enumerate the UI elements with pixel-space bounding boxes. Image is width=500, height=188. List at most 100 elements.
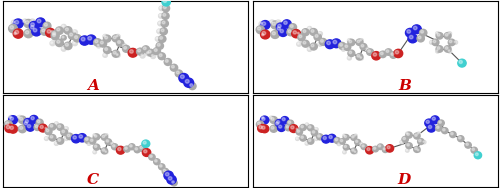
Circle shape [65, 137, 66, 139]
Circle shape [55, 142, 56, 144]
Circle shape [308, 48, 310, 49]
Circle shape [78, 134, 86, 142]
Circle shape [436, 46, 443, 52]
Circle shape [422, 141, 426, 144]
Circle shape [90, 139, 93, 141]
Circle shape [29, 24, 38, 33]
Circle shape [436, 32, 438, 34]
Circle shape [44, 127, 48, 130]
Circle shape [329, 136, 332, 139]
Circle shape [344, 44, 350, 50]
Circle shape [338, 42, 346, 49]
Circle shape [414, 133, 420, 139]
Circle shape [444, 46, 451, 52]
Circle shape [112, 144, 118, 150]
Circle shape [436, 126, 439, 128]
Circle shape [74, 42, 75, 44]
Circle shape [139, 145, 145, 151]
Circle shape [426, 120, 430, 123]
Circle shape [414, 147, 417, 150]
Circle shape [406, 132, 412, 138]
Circle shape [148, 50, 151, 53]
Circle shape [104, 54, 106, 55]
Circle shape [73, 136, 76, 139]
Circle shape [406, 133, 407, 134]
Circle shape [52, 32, 56, 35]
Circle shape [256, 121, 264, 128]
Circle shape [10, 126, 14, 129]
Circle shape [276, 21, 278, 23]
Circle shape [432, 39, 439, 46]
Circle shape [22, 19, 28, 25]
Circle shape [180, 75, 184, 79]
Circle shape [66, 43, 68, 46]
Circle shape [312, 130, 318, 136]
Circle shape [271, 21, 279, 29]
Circle shape [406, 149, 409, 152]
Circle shape [168, 177, 172, 180]
Circle shape [8, 115, 14, 121]
Circle shape [24, 19, 33, 28]
Circle shape [454, 41, 458, 44]
Circle shape [94, 151, 95, 152]
Circle shape [423, 141, 424, 142]
Circle shape [110, 142, 114, 145]
Circle shape [278, 24, 281, 28]
Circle shape [32, 27, 41, 36]
Circle shape [352, 149, 354, 151]
Circle shape [184, 78, 194, 87]
Circle shape [300, 124, 306, 130]
Circle shape [24, 29, 33, 38]
Circle shape [414, 134, 417, 136]
Circle shape [93, 134, 96, 137]
Circle shape [448, 39, 455, 46]
Circle shape [130, 50, 134, 53]
Circle shape [8, 116, 18, 124]
Circle shape [431, 116, 439, 124]
Circle shape [88, 142, 90, 145]
Circle shape [43, 22, 51, 30]
Circle shape [278, 28, 287, 36]
Circle shape [104, 151, 108, 154]
Circle shape [272, 32, 276, 35]
Circle shape [395, 51, 398, 54]
Circle shape [166, 60, 168, 62]
Circle shape [299, 35, 302, 38]
Circle shape [170, 64, 177, 71]
Circle shape [354, 139, 360, 145]
Circle shape [366, 49, 374, 55]
Circle shape [104, 47, 111, 54]
Circle shape [260, 20, 270, 29]
Circle shape [366, 48, 368, 49]
Circle shape [88, 36, 92, 40]
Circle shape [425, 119, 433, 127]
Circle shape [105, 134, 106, 136]
Circle shape [271, 118, 274, 120]
Circle shape [436, 50, 438, 51]
Circle shape [101, 134, 107, 140]
Circle shape [439, 121, 442, 123]
Circle shape [18, 125, 26, 133]
Circle shape [362, 145, 364, 147]
Circle shape [20, 117, 22, 120]
Circle shape [100, 40, 106, 47]
Circle shape [45, 127, 46, 129]
Circle shape [311, 30, 314, 32]
Circle shape [338, 143, 339, 144]
Circle shape [86, 138, 88, 140]
Circle shape [158, 30, 160, 32]
Circle shape [104, 134, 108, 137]
Circle shape [287, 29, 294, 36]
Circle shape [417, 149, 420, 152]
Circle shape [292, 30, 300, 38]
Circle shape [406, 149, 407, 151]
Circle shape [62, 47, 64, 49]
Circle shape [57, 138, 64, 144]
Circle shape [333, 40, 337, 44]
Circle shape [342, 48, 344, 49]
Circle shape [269, 20, 275, 26]
Circle shape [18, 116, 26, 124]
Circle shape [406, 28, 415, 37]
Circle shape [308, 27, 310, 29]
Circle shape [318, 32, 320, 34]
